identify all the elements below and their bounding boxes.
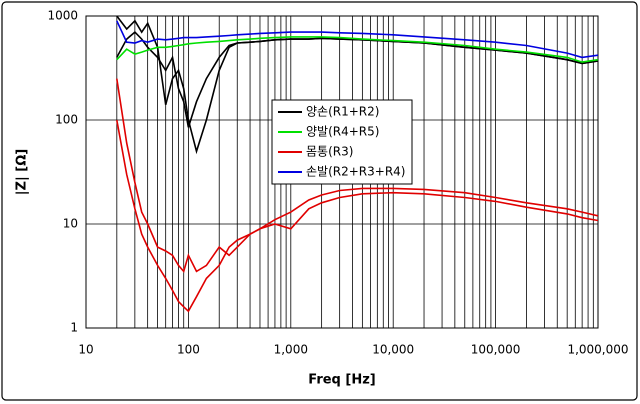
- legend-box: [271, 99, 413, 185]
- legend-label: 몸통(R3): [306, 145, 353, 159]
- x-tick-label: 10: [78, 343, 93, 357]
- legend: 양손(R1+R2) 양발(R4+R5) 몸통(R3) 손발(R2+R3+R4): [271, 99, 413, 185]
- x-tick-label: 10,000: [372, 343, 414, 357]
- legend-label: 손발(R2+R3+R4): [306, 165, 405, 179]
- x-tick-label: 1,000: [274, 343, 308, 357]
- plot-lines: [116, 16, 598, 313]
- plot-frame: [85, 15, 599, 329]
- series-line: [116, 20, 598, 59]
- legend-label: 양발(R4+R5): [306, 125, 379, 139]
- y-tick-label: 1: [70, 321, 78, 335]
- series-line: [116, 78, 598, 274]
- x-tick-label: 1,000,000: [567, 343, 628, 357]
- y-tick-label: 10: [63, 217, 78, 231]
- y-tick-label: 100: [55, 113, 78, 127]
- x-axis-title: Freq [Hz]: [308, 373, 375, 388]
- x-tick-label: 100: [177, 343, 200, 357]
- series-line: [116, 119, 598, 313]
- y-axis-title: |Z| [Ω]: [15, 149, 30, 195]
- series-line: [116, 31, 598, 128]
- legend-label: 양손(R1+R2): [306, 105, 379, 119]
- series-line: [116, 36, 598, 63]
- y-tick-label: 1000: [47, 9, 78, 23]
- x-tick-label: 100,000: [471, 343, 521, 357]
